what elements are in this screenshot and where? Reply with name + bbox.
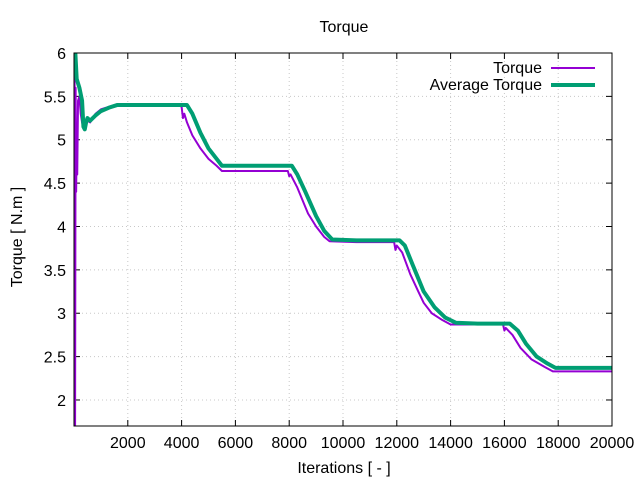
legend-label: Average Torque <box>430 77 542 94</box>
y-tick-label: 3 <box>57 306 66 323</box>
y-tick-label: 5 <box>57 133 66 150</box>
y-tick-label: 4 <box>57 219 66 236</box>
legend-label: Torque <box>493 60 542 77</box>
y-tick-label: 3.5 <box>44 263 66 280</box>
x-tick-label: 8000 <box>271 435 307 452</box>
x-axis-title: Iterations [ - ] <box>297 460 390 477</box>
y-tick-label: 2.5 <box>44 350 66 367</box>
x-tick-label: 16000 <box>482 435 527 452</box>
x-tick-label: 2000 <box>110 435 146 452</box>
x-tick-label: 10000 <box>321 435 366 452</box>
y-tick-labels: 2 2.5 3 3.5 4 4.5 5 5.5 6 <box>44 46 66 410</box>
y-tick-label: 5.5 <box>44 89 66 106</box>
y-tick-label: 4.5 <box>44 176 66 193</box>
y-tick-label: 2 <box>57 393 66 410</box>
x-tick-label: 18000 <box>536 435 581 452</box>
x-tick-label: 4000 <box>164 435 200 452</box>
average-torque-series-line <box>74 53 612 370</box>
series-layer <box>74 53 612 426</box>
x-tick-label: 6000 <box>218 435 254 452</box>
grid-lines <box>74 52 613 426</box>
x-tick-label: 14000 <box>428 435 473 452</box>
plot-area-frame <box>73 52 613 427</box>
chart-title: Torque <box>320 19 369 36</box>
x-tick-labels: 2000 4000 6000 8000 10000 12000 14000 16000 1800… <box>110 435 634 452</box>
y-tick-label: 6 <box>57 46 66 63</box>
y-axis-title: Torque [ N.m ] <box>9 187 26 287</box>
x-tick-label: 12000 <box>375 435 420 452</box>
x-tick-label: 20000 <box>590 435 635 452</box>
